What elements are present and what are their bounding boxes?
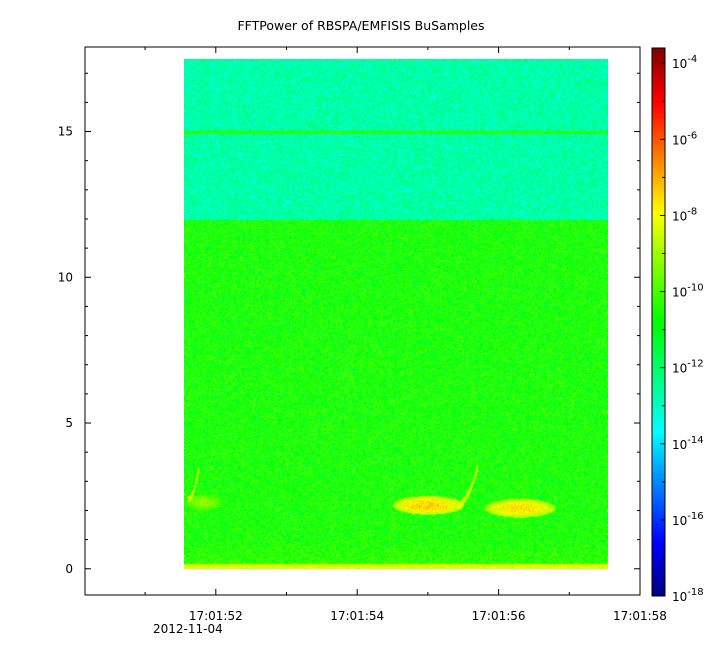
colorbar-tick-label: 10-12 [672,359,704,376]
y-tick-label: 15 [58,125,73,139]
colorbar-tick-label: 10-6 [672,130,697,147]
x-tick-label: 17:01:52 [189,609,243,623]
x-date-label: 2012-11-04 [153,622,223,636]
x-tick-label: 17:01:58 [613,609,667,623]
plot-frame [84,46,641,596]
colorbar-frame [651,47,666,597]
colorbar: 10-4 10-6 10-8 10-10 10-12 10-14 10-16 10-18 [651,47,704,604]
y-tick-label: 5 [65,416,73,430]
y-tick-label: 10 [58,270,73,284]
colorbar-tick-label: 10-4 [672,54,697,71]
colorbar-tick-label: 10-16 [672,511,704,528]
x-tick-label: 17:01:54 [330,609,384,623]
y-tick-label: 0 [65,562,73,576]
colorbar-tick-label: 10-10 [672,283,704,300]
spectrogram-image [183,58,608,569]
colorbar-gradient [652,48,665,596]
y-axis: 0 5 10 15 [58,72,640,576]
colorbar-tick-label: 10-14 [672,435,704,452]
spectrogram-panel [84,46,641,596]
chart-title: FFTPower of RBSPA/EMFISIS BuSamples [237,18,484,33]
colorbar-tick-label: 10-8 [672,206,697,223]
colorbar-tick-label: 10-18 [672,587,704,604]
x-tick-label: 17:01:56 [472,609,526,623]
x-axis: 17:01:52 17:01:54 17:01:56 17:01:58 [144,47,667,623]
spectrogram-canvas [183,58,608,569]
